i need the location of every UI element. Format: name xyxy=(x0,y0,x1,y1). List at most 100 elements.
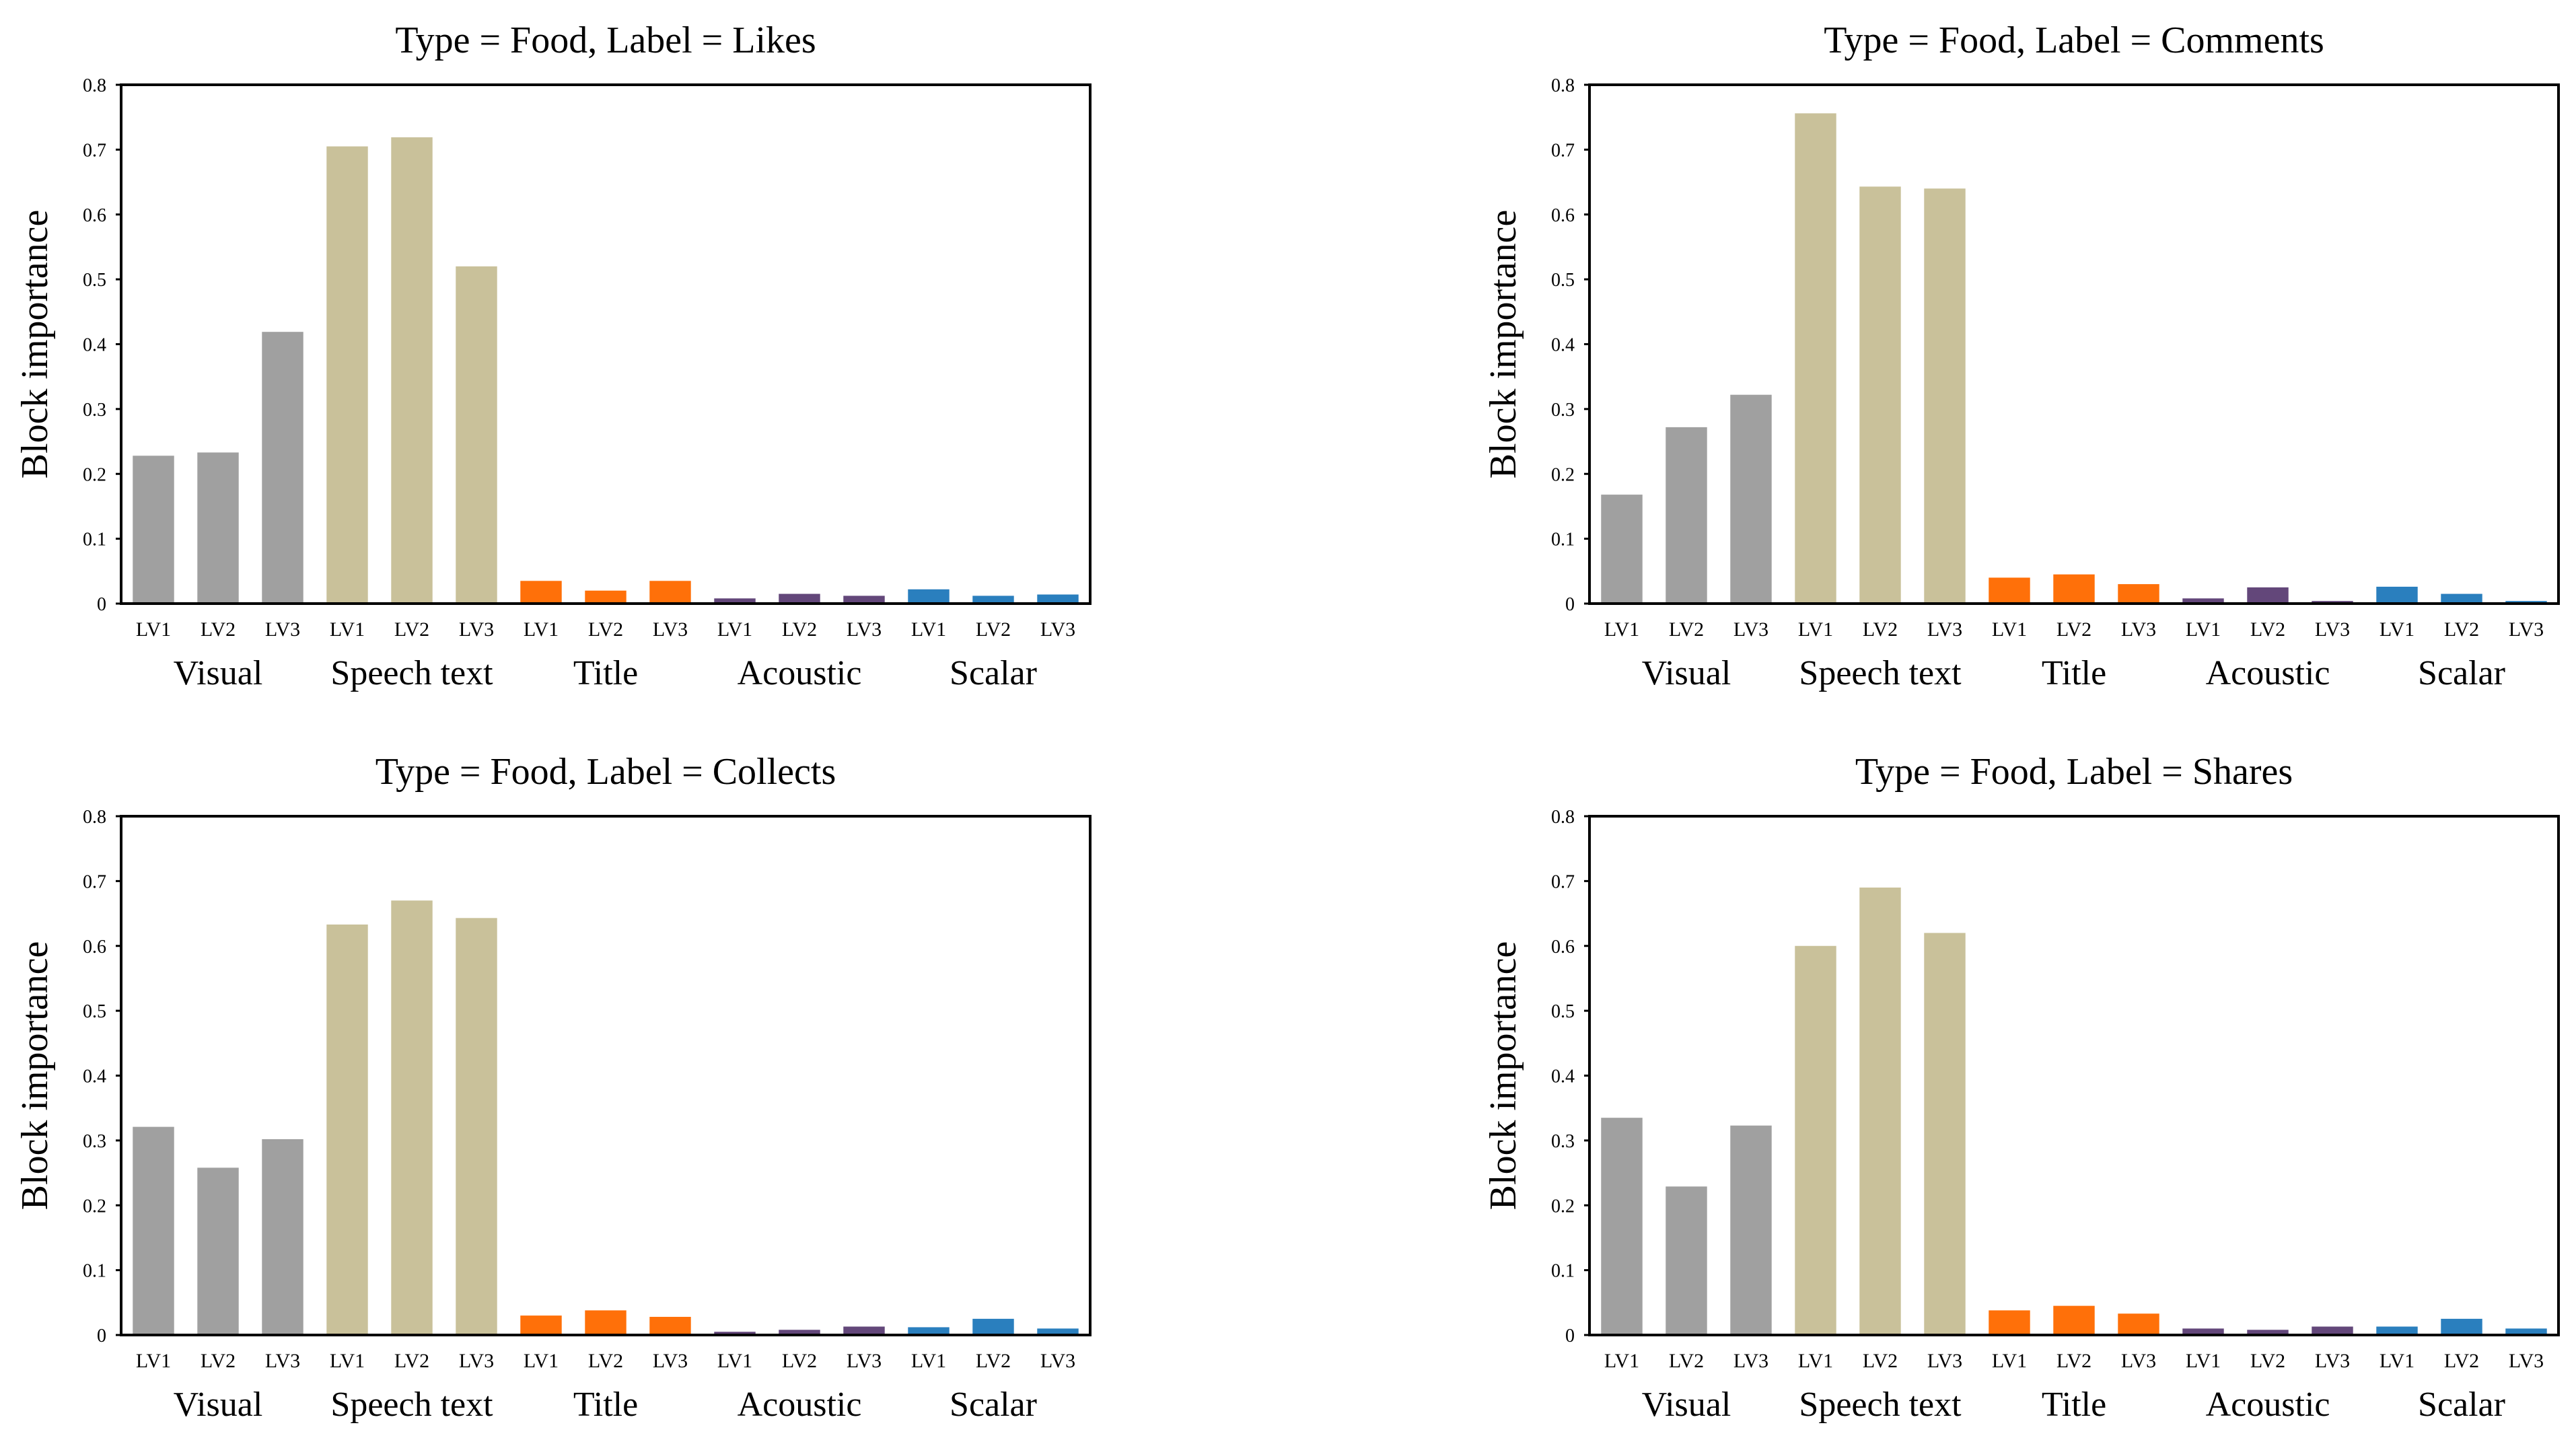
bar-acoustic-lv1 xyxy=(2182,598,2224,604)
y-tick-label: 0.8 xyxy=(83,807,106,828)
y-tick-label: 0.6 xyxy=(1551,205,1575,226)
group-label-visual: Visual xyxy=(1642,1385,1731,1424)
x-tick-label: LV2 xyxy=(782,1350,817,1372)
chart-shares: Type = Food, Label = Shares Block importa… xyxy=(1482,751,2560,1424)
bar-acoustic-lv1 xyxy=(2182,1328,2224,1335)
y-tick-label: 0.8 xyxy=(1551,807,1575,828)
bar-title-lv1 xyxy=(520,1315,562,1335)
x-tick-label: LV2 xyxy=(588,618,623,641)
group-label-acoustic: Acoustic xyxy=(2206,654,2330,692)
x-tick-label: LV1 xyxy=(136,618,171,641)
y-tick-label: 0 xyxy=(97,1326,106,1346)
x-tick-label: LV3 xyxy=(2121,618,2156,641)
x-tick-label: LV3 xyxy=(1927,618,1962,641)
x-tick-label: LV3 xyxy=(1733,1350,1768,1372)
bar-speech-text-lv3 xyxy=(1924,933,1966,1335)
x-tick-label: LV1 xyxy=(1604,618,1639,641)
x-tick-label: LV3 xyxy=(1040,618,1075,641)
x-tick-label: LV2 xyxy=(201,1350,236,1372)
bar-speech-text-lv1 xyxy=(326,146,368,604)
x-tick-label: LV2 xyxy=(782,618,817,641)
x-tick-label: LV2 xyxy=(1669,618,1704,641)
bar-scalar-lv1 xyxy=(908,1327,950,1335)
y-axis-label: Block importance xyxy=(1482,210,1524,479)
group-label-scalar: Scalar xyxy=(950,654,1037,692)
group-label-scalar: Scalar xyxy=(950,1385,1037,1424)
group-label-speech-text: Speech text xyxy=(1799,1385,1962,1424)
y-tick-label: 0.4 xyxy=(83,335,106,356)
x-tick-label: LV1 xyxy=(2186,618,2221,641)
bar-acoustic-lv2 xyxy=(779,593,820,604)
y-tick-label: 0.7 xyxy=(83,871,106,892)
bar-acoustic-lv1 xyxy=(714,1332,756,1335)
x-tick-label: LV3 xyxy=(2509,1350,2544,1372)
y-tick-label: 0.7 xyxy=(83,140,106,161)
group-label-acoustic: Acoustic xyxy=(2206,1385,2330,1424)
x-tick-label: LV2 xyxy=(588,1350,623,1372)
y-tick-label: 0.1 xyxy=(1551,530,1575,550)
bar-scalar-lv1 xyxy=(908,589,950,604)
x-tick-label: LV1 xyxy=(524,1350,559,1372)
bar-visual-lv3 xyxy=(1730,1125,1772,1335)
bar-speech-text-lv1 xyxy=(326,924,368,1335)
x-tick-label: LV3 xyxy=(2509,618,2544,641)
x-tick-label: LV2 xyxy=(2056,618,2091,641)
bar-scalar-lv1 xyxy=(2376,1326,2418,1335)
x-tick-label: LV3 xyxy=(847,618,882,641)
x-tick-label: LV2 xyxy=(976,1350,1011,1372)
x-tick-label: LV1 xyxy=(2380,1350,2414,1372)
bar-speech-text-lv3 xyxy=(456,266,497,604)
y-tick-label: 0.1 xyxy=(83,530,106,550)
group-label-visual: Visual xyxy=(174,654,263,692)
group-label-title: Title xyxy=(2042,1385,2106,1424)
x-tick-label: LV1 xyxy=(1604,1350,1639,1372)
y-tick-label: 0.6 xyxy=(1551,937,1575,958)
bar-visual-lv2 xyxy=(197,452,239,604)
plot-frame xyxy=(120,83,1092,605)
x-tick-label: LV3 xyxy=(653,1350,688,1372)
y-tick-label: 0.2 xyxy=(1551,1196,1575,1217)
x-tick-label: LV1 xyxy=(911,1350,946,1372)
x-tick-label: LV3 xyxy=(847,1350,882,1372)
y-tick-label: 0.2 xyxy=(1551,464,1575,485)
bar-title-lv2 xyxy=(2053,1305,2095,1335)
y-tick-label: 0.5 xyxy=(83,1001,106,1022)
x-tick-label: LV3 xyxy=(653,618,688,641)
x-tick-label: LV3 xyxy=(459,1350,494,1372)
bar-visual-lv3 xyxy=(262,1139,303,1335)
bar-title-lv3 xyxy=(2118,1313,2159,1335)
bar-visual-lv2 xyxy=(1666,1186,1707,1335)
bar-speech-text-lv1 xyxy=(1795,113,1836,604)
x-tick-label: LV2 xyxy=(976,618,1011,641)
y-tick-label: 0.4 xyxy=(83,1067,106,1087)
group-label-speech-text: Speech text xyxy=(330,654,493,692)
y-tick-label: 0 xyxy=(97,594,106,615)
y-tick-label: 0.6 xyxy=(83,937,106,958)
bar-title-lv1 xyxy=(1989,1310,2030,1335)
bar-visual-lv1 xyxy=(1601,495,1643,604)
bar-scalar-lv2 xyxy=(2441,593,2482,604)
x-tick-label: LV3 xyxy=(1927,1350,1962,1372)
group-label-title: Title xyxy=(573,654,638,692)
x-tick-label: LV3 xyxy=(1733,618,1768,641)
group-label-acoustic: Acoustic xyxy=(738,654,862,692)
bar-visual-lv2 xyxy=(1666,427,1707,604)
bar-scalar-lv2 xyxy=(972,596,1014,604)
x-tick-label: LV2 xyxy=(2250,618,2285,641)
bar-acoustic-lv3 xyxy=(2312,1326,2353,1335)
y-axis-label: Block importance xyxy=(14,941,56,1211)
y-tick-label: 0.8 xyxy=(1551,75,1575,96)
bar-visual-lv1 xyxy=(133,456,174,604)
plot-frame xyxy=(1588,83,2560,605)
chart-title: Type = Food, Label = Likes xyxy=(395,20,816,61)
x-tick-label: LV3 xyxy=(2315,1350,2350,1372)
x-tick-label: LV1 xyxy=(524,618,559,641)
bar-scalar-lv3 xyxy=(2505,1328,2547,1335)
x-tick-label: LV1 xyxy=(330,618,365,641)
bar-visual-lv3 xyxy=(262,332,303,604)
bar-speech-text-lv2 xyxy=(391,137,433,604)
y-tick-label: 0.5 xyxy=(1551,1001,1575,1022)
bar-acoustic-lv2 xyxy=(2247,587,2289,604)
y-tick-label: 0.3 xyxy=(83,1131,106,1152)
group-label-title: Title xyxy=(573,1385,638,1424)
